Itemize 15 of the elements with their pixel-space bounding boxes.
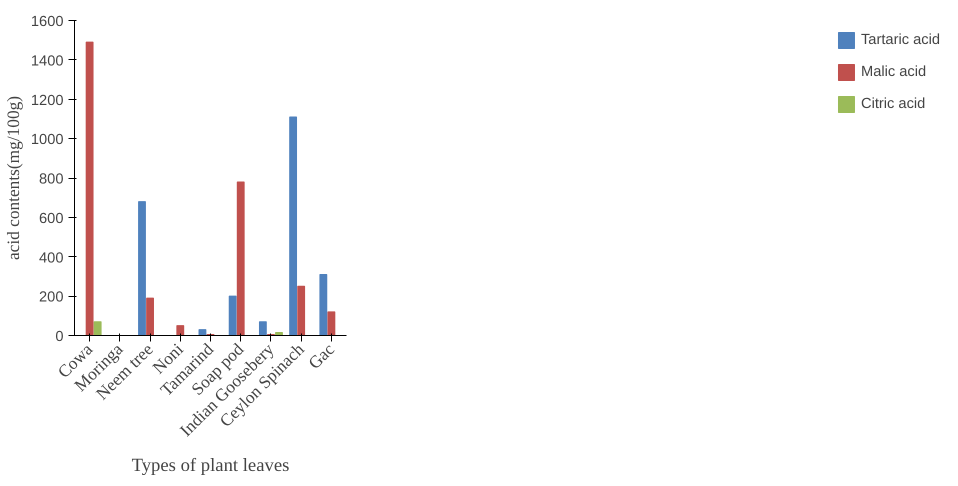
y-tick-label: 1000: [30, 132, 64, 148]
x-axis-title: Types of plant leaves: [132, 454, 290, 476]
y-tick-label: 1200: [30, 92, 64, 109]
legend-label: Tartaric acid: [860, 32, 940, 48]
y-tick-label: 800: [39, 172, 64, 188]
legend-label: Malic acid: [860, 64, 926, 80]
y-tick-label: 200: [39, 290, 64, 306]
y-tick-label: 1400: [30, 53, 64, 70]
y-tick-label: 1600: [30, 14, 64, 30]
y-axis-title: acid contents(mg/100g): [4, 96, 23, 260]
y-tick-label: 600: [39, 210, 64, 227]
legend-label: Citric acid: [860, 96, 926, 112]
y-tick-label: 0: [55, 329, 64, 345]
x-tick-label: Gac: [304, 340, 338, 373]
y-tick-label: 400: [39, 250, 64, 266]
